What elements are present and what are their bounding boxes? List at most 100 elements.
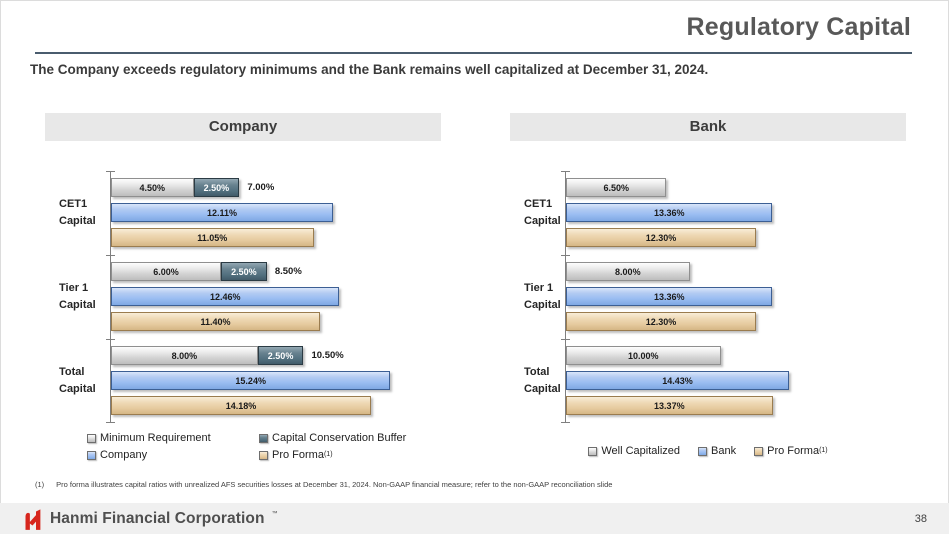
legend-label: Bank	[711, 445, 737, 457]
bar-row: 13.36%	[566, 287, 906, 306]
category-label: Tier 1 Capital	[524, 281, 561, 311]
category-group-tier-1-capital: Tier 1 Capital 8.00% 13.36% 12.30%	[524, 255, 906, 339]
category-label: Tier 1 Capital	[59, 281, 96, 311]
footnote: (1) Pro forma illustrates capital ratios…	[35, 480, 929, 489]
bar-company: 15.24%	[111, 371, 391, 390]
bar-pro-forma: 13.37%	[566, 396, 773, 415]
bar-row: 14.43%	[566, 371, 906, 390]
bar-capital-conservation-buffer: 2.50%	[193, 178, 240, 197]
page-number: 38	[914, 512, 927, 525]
bank-chart-legend: Well Capitalized Bank Pro Forma (1)	[510, 445, 906, 457]
category-group-cet1-capital: CET1 Capital 4.50% 2.50% 7.00% 12.11% 11.05%	[59, 171, 441, 255]
bar-row: 10.00%	[566, 346, 906, 365]
bar-row: 6.00% 2.50% 8.50%	[111, 262, 441, 281]
bar-well-capitalized: 10.00%	[566, 346, 721, 365]
trademark-symbol: ™	[271, 510, 278, 517]
bank-panel-header: Bank	[510, 113, 906, 141]
footer-bar: Hanmi Financial Corporation ™ 38	[0, 503, 949, 534]
bar-pro-forma: 11.40%	[111, 312, 320, 331]
legend-swatch-icon	[259, 450, 268, 460]
category-group-tier-1-capital: Tier 1 Capital 6.00% 2.50% 8.50% 12.46% 11.40%	[59, 255, 441, 339]
legend-label: Pro Forma	[767, 445, 820, 457]
bar-row: 11.05%	[111, 228, 441, 247]
category-group-total-capital: Total Capital 10.00% 14.43% 13.37%	[524, 339, 906, 423]
bar-well-capitalized: 6.50%	[566, 178, 667, 197]
legend-footnote-ref: (1)	[819, 446, 828, 454]
bar-capital-conservation-buffer: 2.50%	[257, 346, 304, 365]
footnote-marker: (1)	[35, 480, 45, 489]
bar-row: 14.18%	[111, 396, 441, 415]
axis-tick	[106, 339, 115, 340]
title-underline	[35, 52, 912, 54]
category-label: Total Capital	[524, 365, 561, 395]
axis-tick	[561, 339, 570, 340]
bar-row: 12.46%	[111, 287, 441, 306]
legend-footnote-ref: (1)	[323, 450, 333, 458]
bar-bank: 13.36%	[566, 287, 773, 306]
legend-item-minimum-requirement: Minimum Requirement	[87, 432, 259, 444]
bar-pro-forma: 11.05%	[111, 228, 314, 247]
bar-bank: 13.36%	[566, 203, 773, 222]
axis-tick	[561, 171, 570, 172]
legend-label: Company	[100, 449, 148, 461]
category-label: CET1 Capital	[59, 197, 96, 227]
category-group-total-capital: Total Capital 8.00% 2.50% 10.50% 15.24% 14.18%	[59, 339, 441, 423]
legend-item-pro-forma: Pro Forma (1)	[754, 445, 828, 457]
bar-minimum-requirement: 8.00%	[111, 346, 258, 365]
axis-tick	[561, 255, 570, 256]
bar-bank: 14.43%	[566, 371, 789, 390]
legend-swatch-icon	[588, 446, 598, 456]
legend-item-bank: Bank	[698, 445, 736, 457]
bar-pro-forma: 14.18%	[111, 396, 371, 415]
legend-item-well-capitalized: Well Capitalized	[588, 445, 680, 457]
legend-swatch-icon	[754, 446, 764, 456]
legend-label: Capital Conservation Buffer	[272, 432, 407, 444]
bank-chart-plot: CET1 Capital 6.50% 13.36% 12.30% Tier 1 Capita…	[524, 171, 906, 423]
category-label: CET1 Capital	[524, 197, 561, 227]
bar-company: 12.46%	[111, 287, 340, 306]
bar-well-capitalized: 8.00%	[566, 262, 690, 281]
legend-swatch-icon	[698, 446, 708, 456]
bar-row: 15.24%	[111, 371, 441, 390]
bar-company: 12.11%	[111, 203, 334, 222]
legend-swatch-icon	[259, 433, 268, 443]
company-chart-plot: CET1 Capital 4.50% 2.50% 7.00% 12.11% 11.05% Ti…	[59, 171, 441, 423]
legend-item-pro-forma: Pro Forma (1)	[259, 449, 441, 461]
bar-capital-conservation-buffer: 2.50%	[221, 262, 267, 281]
bar-pro-forma: 12.30%	[566, 228, 757, 247]
bar-row: 8.00%	[566, 262, 906, 281]
company-panel-header: Company	[45, 113, 441, 141]
category-group-cet1-capital: CET1 Capital 6.50% 13.36% 12.30%	[524, 171, 906, 255]
bar-row: 13.36%	[566, 203, 906, 222]
legend-label: Pro Forma	[272, 449, 324, 461]
axis-tick	[106, 255, 115, 256]
stack-total-label: 8.50%	[274, 266, 302, 277]
hanmi-logo-icon	[25, 509, 41, 530]
bar-row: 13.37%	[566, 396, 906, 415]
bar-row: 4.50% 2.50% 7.00%	[111, 178, 441, 197]
stack-total-label: 7.00%	[247, 182, 275, 193]
legend-swatch-icon	[87, 433, 96, 443]
footnote-text: Pro forma illustrates capital ratios wit…	[56, 480, 613, 489]
slide-subtitle: The Company exceeds regulatory minimums …	[30, 62, 709, 77]
brand-lockup: Hanmi Financial Corporation ™	[22, 507, 278, 530]
axis-tick	[561, 422, 570, 423]
stack-total-label: 10.50%	[311, 350, 344, 361]
bar-row: 8.00% 2.50% 10.50%	[111, 346, 441, 365]
legend-item-capital-conservation-buffer: Capital Conservation Buffer	[259, 432, 441, 444]
brand-name: Hanmi Financial Corporation	[50, 509, 265, 527]
axis-tick	[106, 422, 115, 423]
bar-row: 12.30%	[566, 228, 906, 247]
legend-label: Well Capitalized	[601, 445, 681, 457]
bar-row: 12.11%	[111, 203, 441, 222]
bar-minimum-requirement: 6.00%	[111, 262, 221, 281]
bar-row: 12.30%	[566, 312, 906, 331]
bar-minimum-requirement: 4.50%	[111, 178, 194, 197]
page-title: Regulatory Capital	[686, 13, 911, 41]
bar-row: 6.50%	[566, 178, 906, 197]
axis-tick	[106, 171, 115, 172]
bar-pro-forma: 12.30%	[566, 312, 757, 331]
category-label: Total Capital	[59, 365, 96, 395]
